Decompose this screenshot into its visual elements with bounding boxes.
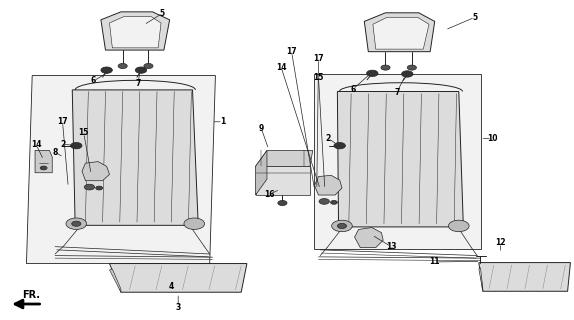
Circle shape (381, 65, 390, 70)
Text: 5: 5 (160, 9, 165, 18)
Polygon shape (35, 150, 52, 173)
Polygon shape (373, 17, 429, 49)
Text: 11: 11 (429, 258, 440, 267)
Text: 1: 1 (220, 117, 226, 126)
Circle shape (331, 200, 338, 204)
Polygon shape (355, 228, 383, 248)
Polygon shape (72, 90, 198, 225)
Text: 3: 3 (176, 303, 181, 312)
Polygon shape (255, 166, 310, 195)
Text: 7: 7 (135, 79, 141, 88)
Polygon shape (479, 263, 571, 291)
Text: FR.: FR. (22, 290, 40, 300)
Text: 17: 17 (57, 117, 68, 126)
Circle shape (338, 223, 347, 228)
Polygon shape (101, 12, 169, 50)
Text: 15: 15 (313, 73, 324, 82)
Polygon shape (82, 162, 110, 181)
Circle shape (118, 63, 127, 68)
Text: 6: 6 (350, 85, 355, 94)
Circle shape (101, 67, 113, 73)
Circle shape (402, 71, 413, 77)
Text: 16: 16 (265, 189, 275, 199)
Text: 2: 2 (60, 140, 65, 148)
Polygon shape (110, 269, 121, 292)
Polygon shape (110, 17, 161, 48)
Circle shape (96, 186, 103, 190)
Circle shape (144, 63, 153, 68)
FancyArrowPatch shape (15, 300, 40, 308)
Circle shape (71, 142, 82, 149)
Text: 14: 14 (31, 140, 41, 149)
Circle shape (40, 166, 47, 170)
Polygon shape (479, 268, 483, 291)
Text: 5: 5 (472, 13, 478, 22)
Text: 12: 12 (495, 238, 506, 247)
Text: 2: 2 (325, 134, 331, 143)
Polygon shape (315, 74, 480, 249)
Polygon shape (255, 150, 267, 195)
Text: 9: 9 (259, 124, 264, 132)
Circle shape (332, 220, 352, 232)
Text: 15: 15 (79, 128, 89, 137)
Circle shape (448, 220, 469, 232)
Polygon shape (364, 13, 435, 52)
Text: 10: 10 (487, 134, 497, 143)
Polygon shape (315, 175, 342, 195)
Text: 4: 4 (169, 282, 174, 291)
Circle shape (184, 218, 204, 229)
Circle shape (367, 70, 378, 76)
Polygon shape (338, 92, 463, 227)
Text: 17: 17 (286, 47, 297, 56)
Circle shape (66, 218, 87, 229)
Text: 13: 13 (386, 242, 397, 251)
Circle shape (334, 142, 346, 149)
Circle shape (84, 184, 95, 190)
Text: 6: 6 (91, 76, 96, 85)
Text: 7: 7 (394, 88, 400, 97)
Circle shape (72, 221, 81, 226)
Text: 17: 17 (313, 54, 324, 63)
Polygon shape (26, 76, 215, 264)
Circle shape (278, 200, 287, 205)
Polygon shape (255, 150, 313, 166)
Circle shape (135, 67, 147, 73)
Text: 14: 14 (276, 63, 286, 72)
Circle shape (319, 198, 329, 204)
Polygon shape (110, 264, 247, 292)
Circle shape (407, 65, 416, 70)
Text: 8: 8 (52, 148, 58, 156)
